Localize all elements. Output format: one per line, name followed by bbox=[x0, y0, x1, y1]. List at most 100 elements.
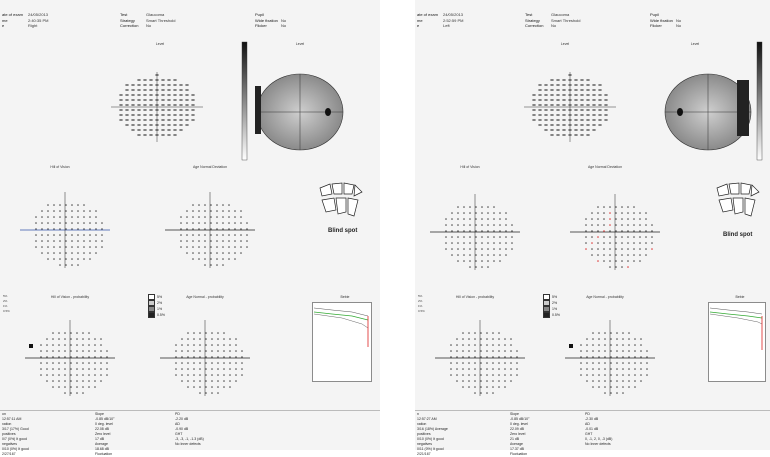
field-point bbox=[205, 380, 207, 382]
field-point bbox=[474, 356, 476, 358]
field-point bbox=[627, 224, 629, 226]
threshold-value-mark bbox=[143, 79, 147, 81]
field-point bbox=[639, 212, 641, 214]
field-point bbox=[610, 374, 612, 376]
footer-value: 3/16 (18%) Average bbox=[417, 427, 448, 431]
flicker: No bbox=[281, 23, 287, 28]
field-point bbox=[634, 362, 636, 364]
field-point bbox=[462, 368, 464, 370]
field-point bbox=[450, 374, 452, 376]
field-point bbox=[451, 218, 453, 220]
field-point bbox=[88, 350, 90, 352]
field-point bbox=[634, 380, 636, 382]
field-point bbox=[634, 374, 636, 376]
field-point bbox=[240, 228, 242, 230]
legend-label: 0.5% bbox=[552, 312, 560, 317]
field-point bbox=[76, 374, 78, 376]
field-point bbox=[646, 368, 648, 370]
field-point bbox=[510, 368, 512, 370]
field-point bbox=[622, 350, 624, 352]
field-point bbox=[88, 386, 90, 388]
threshold-value-mark bbox=[161, 84, 165, 86]
field-point bbox=[228, 246, 230, 248]
threshold-value-mark bbox=[592, 104, 596, 106]
threshold-value-mark bbox=[173, 114, 177, 116]
field-point bbox=[52, 350, 54, 352]
field-point bbox=[192, 234, 194, 236]
footer-label: AD bbox=[585, 422, 590, 426]
probability-legend: 5% 2% 1% 0.5% bbox=[148, 294, 165, 318]
field-point bbox=[463, 206, 465, 208]
field-point bbox=[222, 240, 224, 242]
field-point bbox=[598, 350, 600, 352]
field-point bbox=[82, 386, 84, 388]
threshold-value-mark bbox=[191, 109, 195, 111]
field-point bbox=[94, 368, 96, 370]
field-point bbox=[70, 344, 72, 346]
field-point bbox=[585, 230, 587, 232]
greyscale-scale-bar bbox=[241, 41, 248, 161]
field-point bbox=[193, 338, 195, 340]
field-point bbox=[621, 206, 623, 208]
strategy: Smart Threshold bbox=[146, 17, 176, 23]
threshold-value-mark bbox=[131, 109, 135, 111]
field-point bbox=[622, 392, 624, 394]
field-point bbox=[229, 362, 231, 364]
field-point bbox=[47, 258, 49, 260]
field-point bbox=[59, 210, 61, 212]
field-point bbox=[598, 332, 600, 334]
threshold-value-mark bbox=[167, 84, 171, 86]
field-point bbox=[633, 218, 635, 220]
field-point bbox=[180, 228, 182, 230]
field-point bbox=[492, 368, 494, 370]
field-point bbox=[222, 228, 224, 230]
field-point bbox=[94, 338, 96, 340]
field-point bbox=[47, 234, 49, 236]
field-point bbox=[193, 332, 195, 334]
field-point bbox=[634, 386, 636, 388]
field-point bbox=[469, 248, 471, 250]
threshold-value-mark bbox=[167, 124, 171, 126]
legend-row: 2% bbox=[543, 300, 560, 306]
threshold-value-mark bbox=[592, 129, 596, 131]
footer-label: 0 deg. level bbox=[95, 422, 113, 426]
field-point bbox=[187, 344, 189, 346]
field-point bbox=[83, 216, 85, 218]
field-point bbox=[586, 350, 588, 352]
field-point bbox=[487, 224, 489, 226]
legend-row: 0.5% bbox=[148, 312, 165, 318]
field-point bbox=[585, 218, 587, 220]
field-point bbox=[628, 368, 630, 370]
threshold-value-mark bbox=[173, 89, 177, 91]
threshold-value-mark bbox=[149, 109, 153, 111]
field-point bbox=[204, 234, 206, 236]
header-label: Pupil bbox=[650, 12, 659, 17]
field-point bbox=[499, 248, 501, 250]
field-point bbox=[492, 380, 494, 382]
field-point bbox=[456, 368, 458, 370]
header-label: Wide fixation bbox=[650, 17, 673, 23]
header-col-1: ate of exam 24/05/2013 me 2:40:35 PM e Righ… bbox=[2, 12, 48, 29]
field-point bbox=[475, 260, 477, 262]
field-point bbox=[633, 224, 635, 226]
header-label: Correction bbox=[525, 23, 544, 28]
threshold-value-mark bbox=[131, 124, 135, 126]
field-point bbox=[610, 380, 612, 382]
field-point bbox=[487, 266, 489, 268]
field-point bbox=[217, 374, 219, 376]
threshold-value-mark bbox=[550, 79, 554, 81]
field-point bbox=[70, 380, 72, 382]
field-point bbox=[469, 224, 471, 226]
field-point bbox=[211, 392, 213, 394]
threshold-value-mark bbox=[550, 114, 554, 116]
footer-value: No Inner defects bbox=[585, 442, 611, 446]
threshold-value-mark bbox=[131, 89, 135, 91]
field-point bbox=[95, 234, 97, 236]
threshold-value-mark bbox=[137, 109, 141, 111]
field-point bbox=[210, 216, 212, 218]
field-point bbox=[645, 248, 647, 250]
field-point bbox=[70, 392, 72, 394]
field-point bbox=[480, 374, 482, 376]
threshold-value-mark bbox=[586, 94, 590, 96]
field-point bbox=[235, 368, 237, 370]
